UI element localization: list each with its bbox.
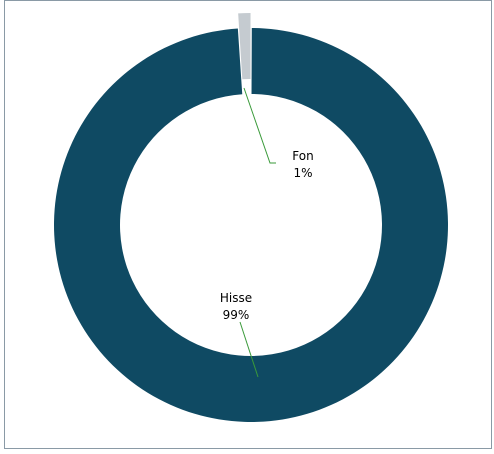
data-label-fon-value: 1%	[293, 166, 312, 180]
leader-line-hisse	[239, 321, 259, 378]
data-label-fon-name: Fon	[292, 149, 313, 163]
leader-lines	[239, 87, 276, 378]
data-label-hisse-name: Hisse	[220, 291, 252, 305]
slice-hisse	[54, 28, 449, 422]
slice-fon	[238, 13, 251, 80]
leader-line-fon	[243, 87, 276, 164]
data-label-hisse-value: 99%	[223, 308, 250, 322]
donut-slices	[54, 13, 449, 422]
